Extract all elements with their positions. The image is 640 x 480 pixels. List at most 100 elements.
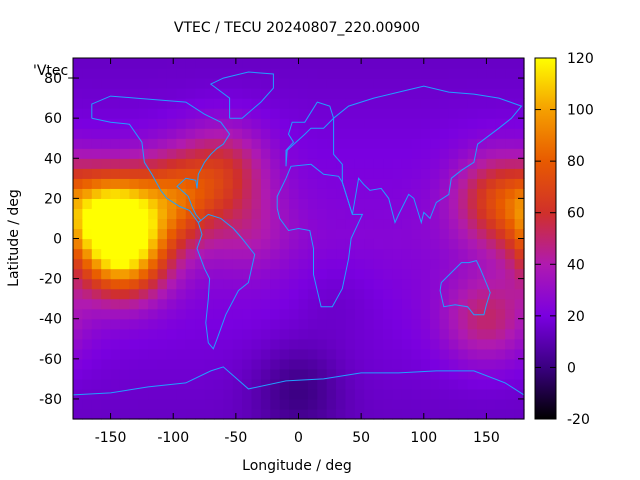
heatmap-cell	[495, 158, 506, 169]
heatmap-cell	[336, 68, 347, 79]
heatmap-cell	[439, 178, 450, 189]
heatmap-cell	[514, 148, 525, 159]
heatmap-cell	[213, 238, 224, 250]
heatmap-cell	[157, 308, 168, 320]
heatmap-cell	[448, 368, 459, 380]
heatmap-cell	[232, 378, 243, 390]
heatmap-cell	[213, 168, 224, 179]
heatmap-cell	[467, 198, 478, 210]
heatmap-cell	[326, 358, 337, 370]
heatmap-cell	[82, 278, 93, 290]
heatmap-cell	[213, 208, 224, 220]
heatmap-cell	[110, 148, 121, 159]
heatmap-cell	[119, 198, 130, 210]
heatmap-cell	[354, 378, 365, 390]
heatmap-cell	[119, 218, 130, 230]
heatmap-cell	[91, 148, 102, 159]
heatmap-cell	[345, 398, 356, 410]
heatmap-cell	[148, 218, 159, 230]
heatmap-cell	[129, 78, 140, 89]
heatmap-cell	[279, 258, 290, 270]
heatmap-cell	[467, 358, 478, 370]
heatmap-cell	[326, 378, 337, 390]
heatmap-cell	[138, 228, 149, 240]
heatmap-cell	[439, 408, 450, 420]
heatmap-cell	[242, 348, 253, 360]
heatmap-cell	[354, 278, 365, 290]
heatmap-cell	[251, 388, 262, 400]
heatmap-cell	[467, 378, 478, 390]
heatmap-cell	[345, 388, 356, 400]
heatmap-cell	[420, 108, 431, 119]
heatmap-cell	[91, 168, 102, 179]
heatmap-cell	[82, 308, 93, 320]
heatmap-cell	[392, 248, 403, 260]
heatmap-cell	[242, 208, 253, 220]
heatmap-cell	[73, 328, 83, 340]
heatmap-cell	[213, 98, 224, 109]
heatmap-cell	[439, 148, 450, 159]
heatmap-cell	[82, 58, 93, 69]
heatmap-cell	[307, 298, 318, 310]
heatmap-cell	[336, 348, 347, 360]
heatmap-cell	[213, 348, 224, 360]
heatmap-cell	[101, 178, 112, 189]
heatmap-cell	[176, 358, 187, 370]
heatmap-cell	[439, 308, 450, 320]
heatmap-cell	[129, 128, 140, 139]
heatmap-cell	[129, 358, 140, 370]
heatmap-cell	[110, 358, 121, 370]
heatmap-cell	[307, 198, 318, 210]
heatmap-cell	[101, 68, 112, 79]
heatmap-cell	[119, 138, 130, 149]
heatmap-cell	[232, 268, 243, 280]
heatmap-cell	[176, 198, 187, 210]
heatmap-cell	[242, 228, 253, 240]
heatmap-cell	[82, 288, 93, 300]
heatmap-cell	[82, 68, 93, 79]
heatmap-cell	[420, 98, 431, 109]
heatmap-cell	[486, 318, 497, 330]
heatmap-cell	[298, 328, 309, 340]
heatmap-cell	[401, 288, 412, 300]
heatmap-cell	[411, 108, 422, 119]
heatmap-cell	[420, 198, 431, 210]
heatmap-cell	[467, 398, 478, 410]
heatmap-cell	[448, 128, 459, 139]
heatmap-cell	[157, 168, 168, 179]
heatmap-cell	[467, 178, 478, 189]
heatmap-cell	[176, 108, 187, 119]
heatmap-cell	[279, 368, 290, 380]
heatmap-cell	[354, 108, 365, 119]
heatmap-cell	[289, 218, 300, 230]
heatmap-cell	[458, 408, 469, 420]
heatmap-cell	[138, 408, 149, 420]
heatmap-cell	[138, 378, 149, 390]
heatmap-cell	[148, 168, 159, 179]
heatmap-cell	[373, 258, 384, 270]
heatmap-cell	[166, 288, 177, 300]
heatmap-cell	[345, 108, 356, 119]
heatmap-cell	[195, 108, 206, 119]
heatmap-cell	[392, 358, 403, 370]
coastline	[72, 366, 525, 396]
heatmap-cell	[505, 88, 516, 99]
heatmap-cell	[251, 108, 262, 119]
heatmap-cell	[401, 118, 412, 129]
heatmap-cell	[101, 278, 112, 290]
heatmap-cell	[223, 208, 234, 220]
heatmap-cell	[514, 408, 525, 420]
heatmap-cell	[138, 58, 149, 69]
heatmap-cell	[270, 138, 281, 149]
heatmap-cell	[317, 408, 328, 420]
heatmap-cell	[73, 58, 83, 69]
heatmap-cell	[383, 368, 394, 380]
heatmap-cell	[82, 408, 93, 420]
heatmap-cell	[392, 108, 403, 119]
heatmap-cell	[101, 238, 112, 250]
heatmap-cell	[373, 328, 384, 340]
heatmap-cell	[495, 328, 506, 340]
heatmap-cell	[185, 258, 196, 270]
heatmap-cell	[176, 218, 187, 230]
heatmap-cell	[119, 98, 130, 109]
